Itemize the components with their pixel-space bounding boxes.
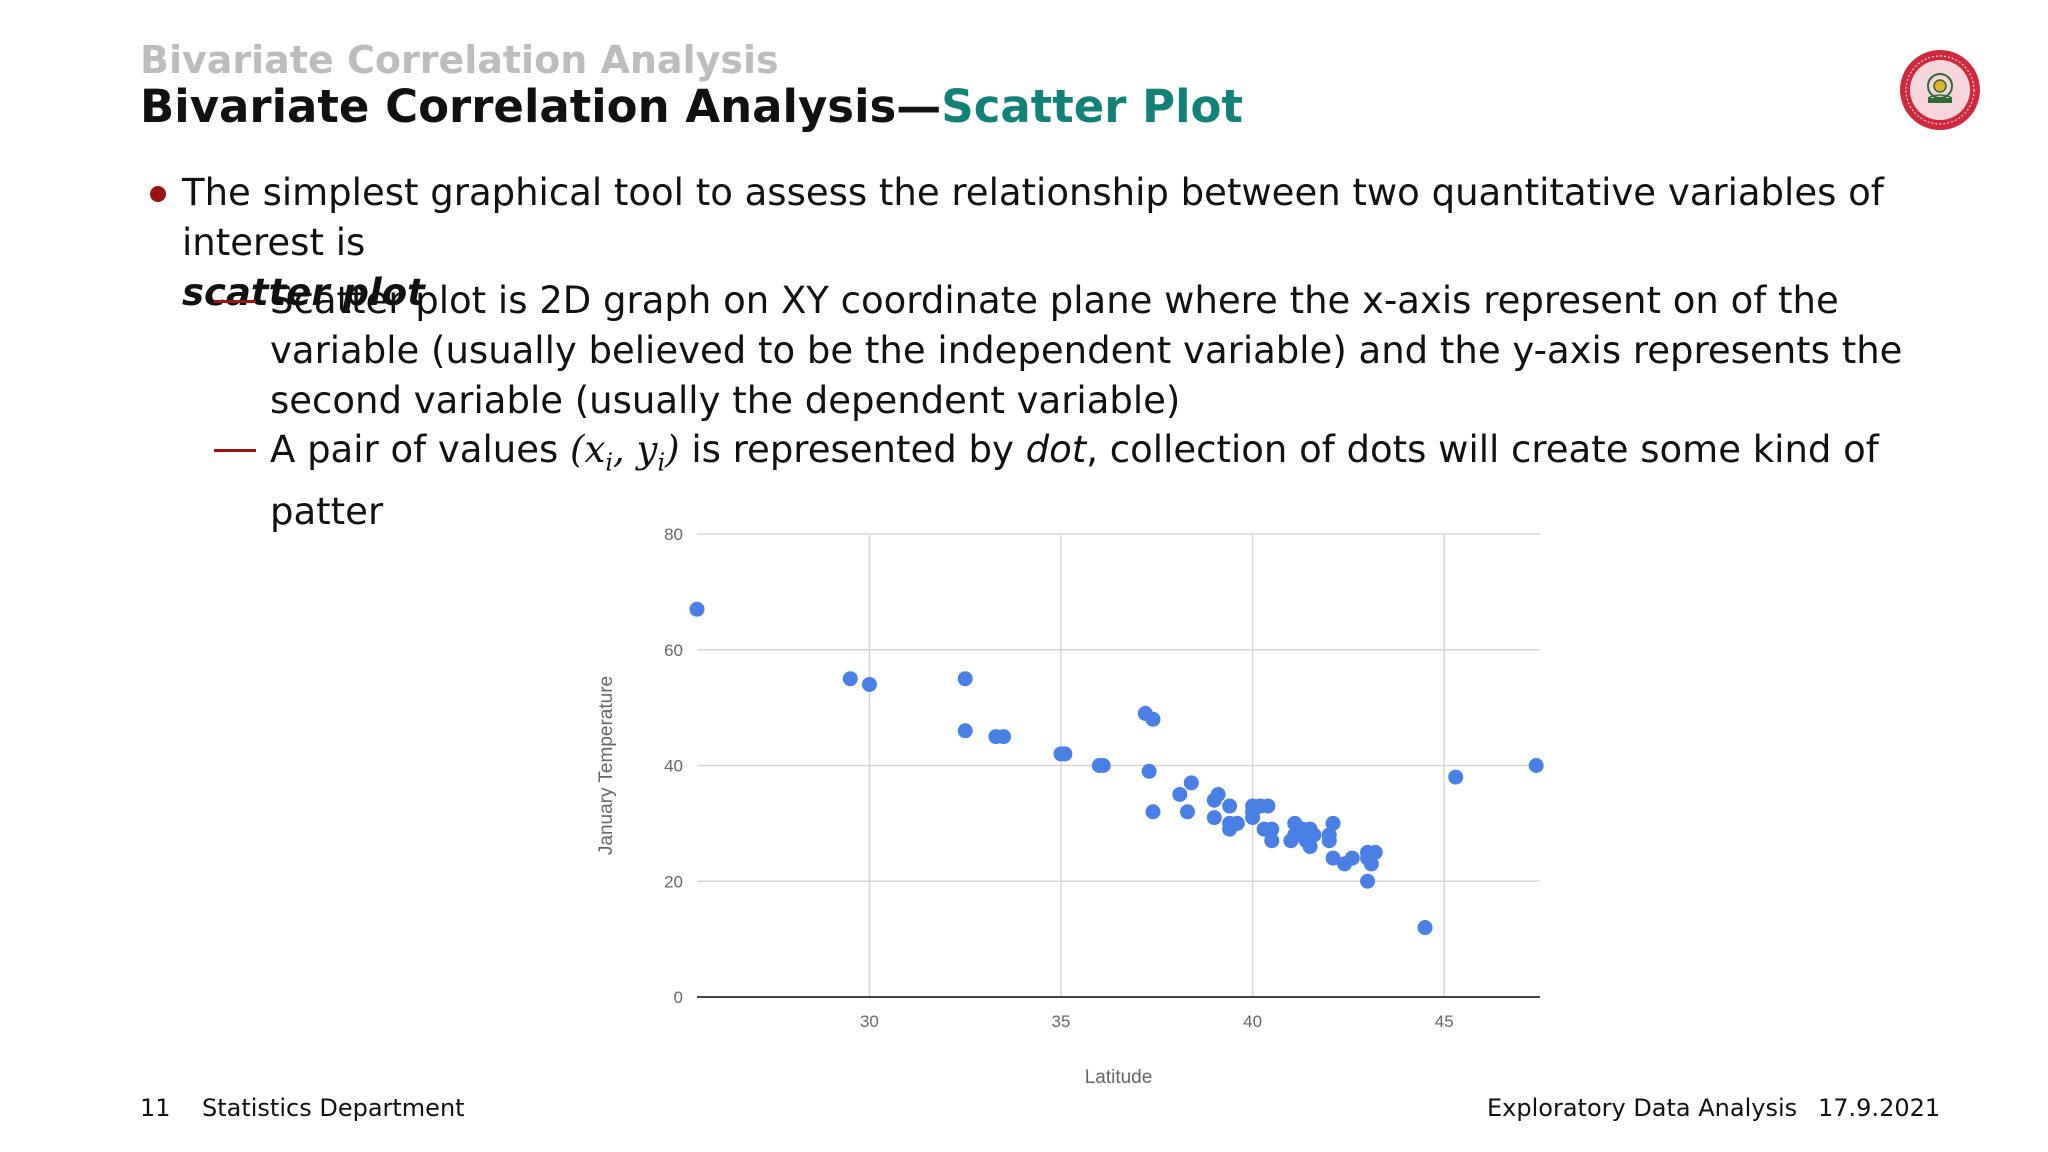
data-point: [1264, 821, 1280, 837]
data-point: [842, 671, 858, 687]
data-point: [957, 723, 973, 739]
dash-icon: [214, 449, 256, 452]
y-tick-label: 60: [664, 641, 683, 660]
seal-lettering-ring: [1905, 55, 1975, 125]
data-point: [1057, 746, 1073, 762]
sub-bullet-2: A pair of values (xi, yi) is represented…: [214, 425, 1934, 537]
data-point: [1417, 920, 1433, 936]
math-x: x: [584, 428, 606, 471]
data-point: [1183, 775, 1199, 791]
data-point: [1222, 798, 1238, 814]
data-point: [1367, 844, 1383, 860]
x-tick-label: 40: [1243, 1012, 1262, 1031]
data-point: [1306, 827, 1322, 843]
data-point: [1448, 769, 1464, 785]
footer-date: 17.9.2021: [1818, 1094, 1941, 1122]
seal-emblem: [1927, 73, 1953, 103]
sub-bullet-1: Scatter plot is 2D graph on XY coordinat…: [214, 276, 1934, 426]
footer-department: Statistics Department: [202, 1094, 465, 1122]
math-y: y: [636, 428, 658, 471]
university-seal-icon: [1900, 50, 1980, 130]
bullet-main-text: The simplest graphical tool to assess th…: [182, 168, 1940, 318]
y-tick-label: 20: [664, 872, 683, 891]
data-point: [1172, 786, 1188, 802]
x-axis-label: Latitude: [1085, 1067, 1153, 1088]
data-point: [1206, 810, 1222, 826]
data-point: [1095, 758, 1111, 773]
data-point: [1528, 758, 1544, 773]
x-tick-label: 30: [860, 1012, 879, 1031]
sub2-after: , collection of dots will create some ki…: [270, 428, 1879, 534]
section-title: Bivariate Correlation Analysis: [140, 38, 779, 82]
data-point: [1291, 827, 1307, 843]
x-tick-label: 35: [1052, 1012, 1071, 1031]
bullet-main: The simplest graphical tool to assess th…: [140, 168, 1940, 318]
x-tick-label: 45: [1435, 1012, 1454, 1031]
footer-page-number: 11: [140, 1094, 171, 1122]
y-tick-label: 40: [664, 757, 683, 776]
data-point: [1145, 711, 1161, 727]
data-point: [1141, 763, 1157, 779]
data-point: [1321, 833, 1337, 849]
bullet1-emphasis: scatter plot: [182, 271, 425, 314]
data-point: [1229, 815, 1245, 831]
sub2-text: A pair of values (xi, yi) is represented…: [270, 425, 1934, 537]
data-point: [861, 676, 877, 692]
math-close: ): [665, 428, 680, 471]
y-tick-label: 80: [664, 525, 683, 544]
data-point: [996, 729, 1012, 745]
sub2-emphasis: dot: [1025, 428, 1087, 471]
pair-notation: (xi, yi): [570, 428, 680, 476]
math-open: (: [570, 428, 585, 471]
data-point: [1260, 798, 1276, 814]
data-point: [957, 671, 973, 687]
bullet1-text: The simplest graphical tool to assess th…: [182, 171, 1884, 264]
frame-title-accent: Scatter Plot: [941, 80, 1243, 133]
footer-course: Exploratory Data Analysis: [1487, 1094, 1798, 1122]
data-point: [1145, 804, 1161, 820]
bullet-dot-icon: [150, 186, 166, 202]
math-i1: i: [605, 448, 614, 477]
sub2-before: A pair of values: [270, 428, 559, 471]
y-axis-label: January Temperature: [596, 676, 617, 855]
frame-title-main: Bivariate Correlation Analysis—: [140, 80, 942, 133]
math-comma: ,: [613, 428, 637, 471]
data-point: [1344, 850, 1360, 866]
dash-icon: [214, 300, 256, 303]
sub2-mid: is represented by: [691, 428, 1014, 471]
data-point: [1210, 786, 1226, 802]
frame-title: Bivariate Correlation Analysis—Scatter P…: [140, 80, 1243, 133]
data-point: [1264, 833, 1280, 849]
scatter-chart: 0 20 40 60 80 30 35 40 45 Latitude January Tempera…: [596, 525, 1544, 1088]
math-i2: i: [657, 448, 666, 477]
data-point: [1179, 804, 1195, 820]
data-point: [1325, 815, 1341, 831]
data-point: [1302, 839, 1318, 855]
data-point: [1360, 873, 1376, 889]
sub1-text: Scatter plot is 2D graph on XY coordinat…: [270, 279, 1903, 422]
data-point: [1245, 810, 1261, 826]
y-tick-label: 0: [674, 988, 683, 1007]
data-point: [1325, 850, 1341, 866]
data-point: [1363, 856, 1379, 872]
data-point: [689, 601, 705, 617]
